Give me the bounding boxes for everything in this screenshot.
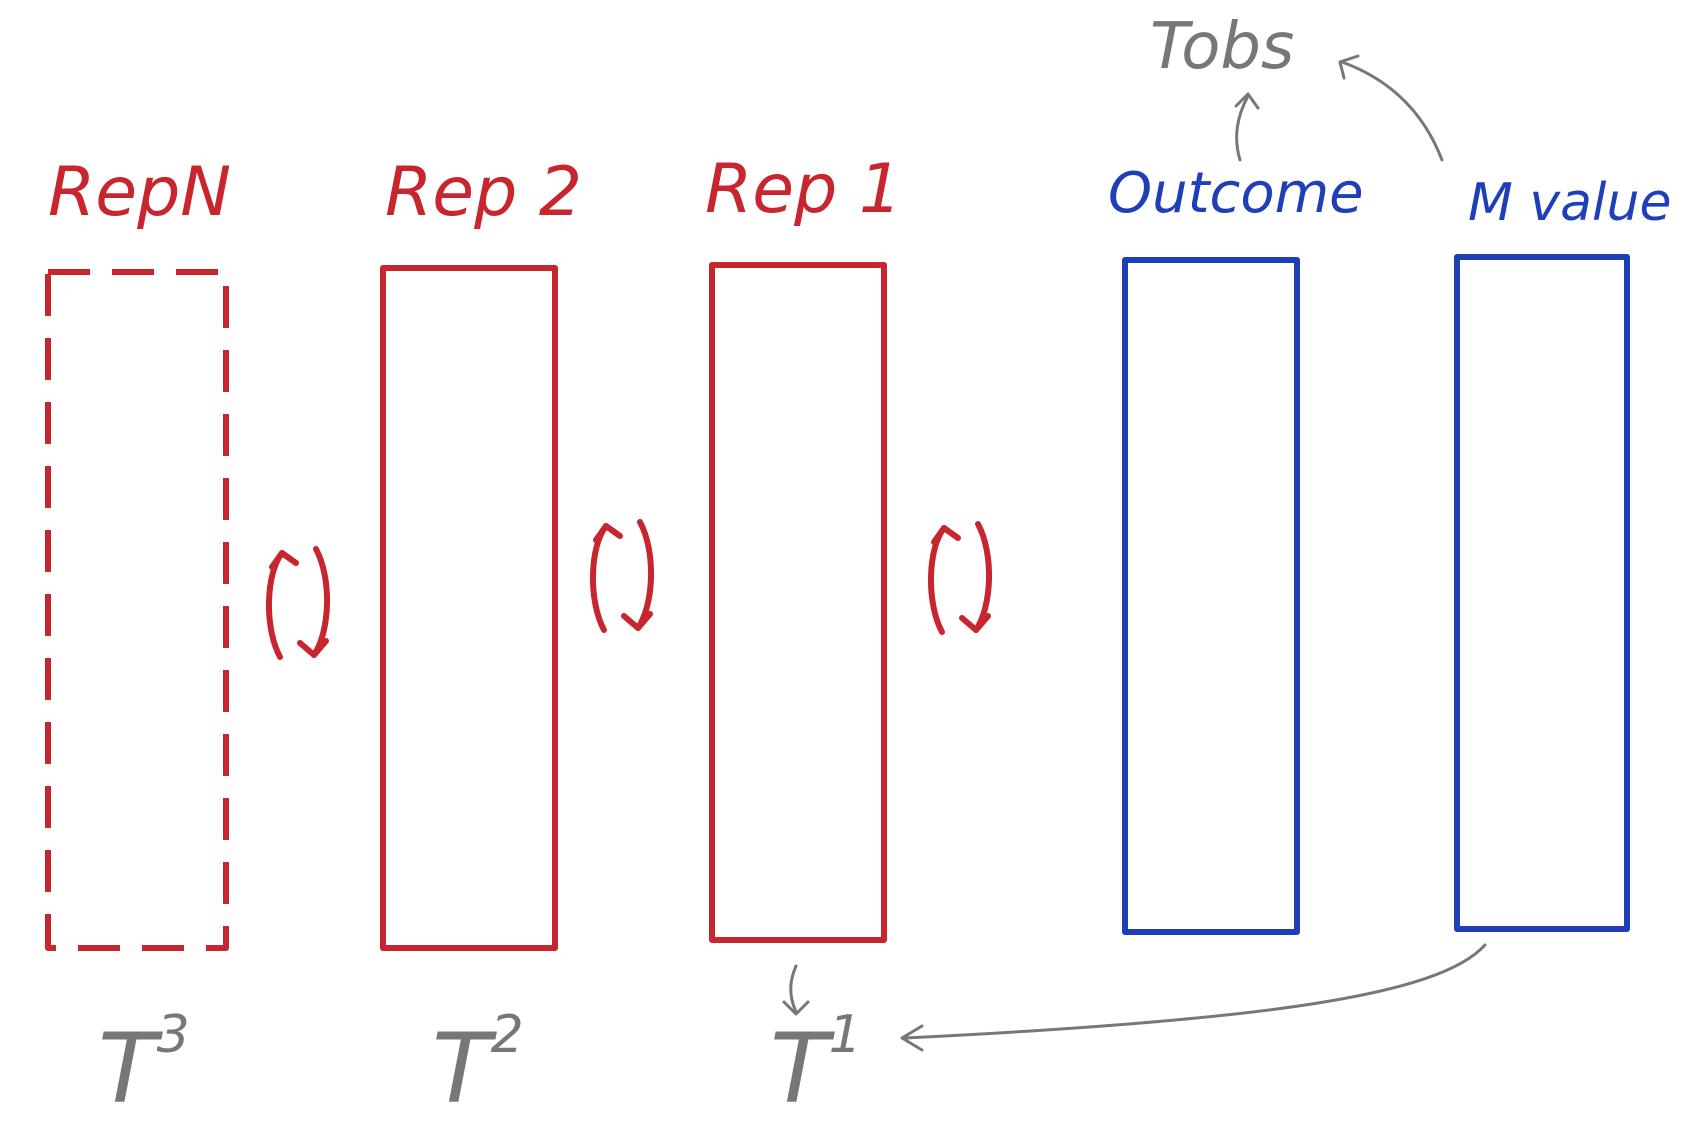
label-outcome: Outcome — [1108, 161, 1364, 226]
label-rep-n: RepN — [48, 153, 231, 232]
box-rep-2 — [380, 265, 558, 951]
label-rep-2: Rep 2 — [385, 153, 582, 232]
stat-t1-base: T — [770, 1013, 835, 1125]
box-rep-1 — [709, 262, 887, 943]
stat-t3-base: T — [98, 1013, 163, 1125]
mvalue-to-tobs-arrow-icon — [1338, 54, 1444, 162]
box-outcome — [1122, 257, 1300, 935]
label-m-value: M value — [1468, 173, 1671, 233]
box-rep-n — [45, 269, 229, 951]
stat-t1: T1 — [770, 1005, 862, 1125]
stat-t2-sup: 2 — [491, 1005, 524, 1065]
box-m-value — [1454, 254, 1630, 932]
label-tobs: Tobs — [1150, 10, 1294, 84]
stat-t2: T2 — [432, 1005, 524, 1125]
stat-t3: T3 — [98, 1005, 190, 1125]
swap-arrows-icon — [589, 519, 655, 633]
label-rep-1: Rep 1 — [705, 150, 902, 229]
rep1-to-t1-arrow-icon — [782, 964, 810, 1016]
stat-t1-sup: 1 — [829, 1005, 862, 1065]
stat-t3-sup: 3 — [157, 1005, 190, 1065]
swap-arrows-icon — [265, 546, 331, 660]
mvalue-to-t1-arrow-icon — [900, 943, 1487, 1052]
swap-arrows-icon — [927, 521, 993, 635]
outcome-to-tobs-arrow-icon — [1234, 92, 1260, 162]
stat-t2-base: T — [432, 1013, 497, 1125]
